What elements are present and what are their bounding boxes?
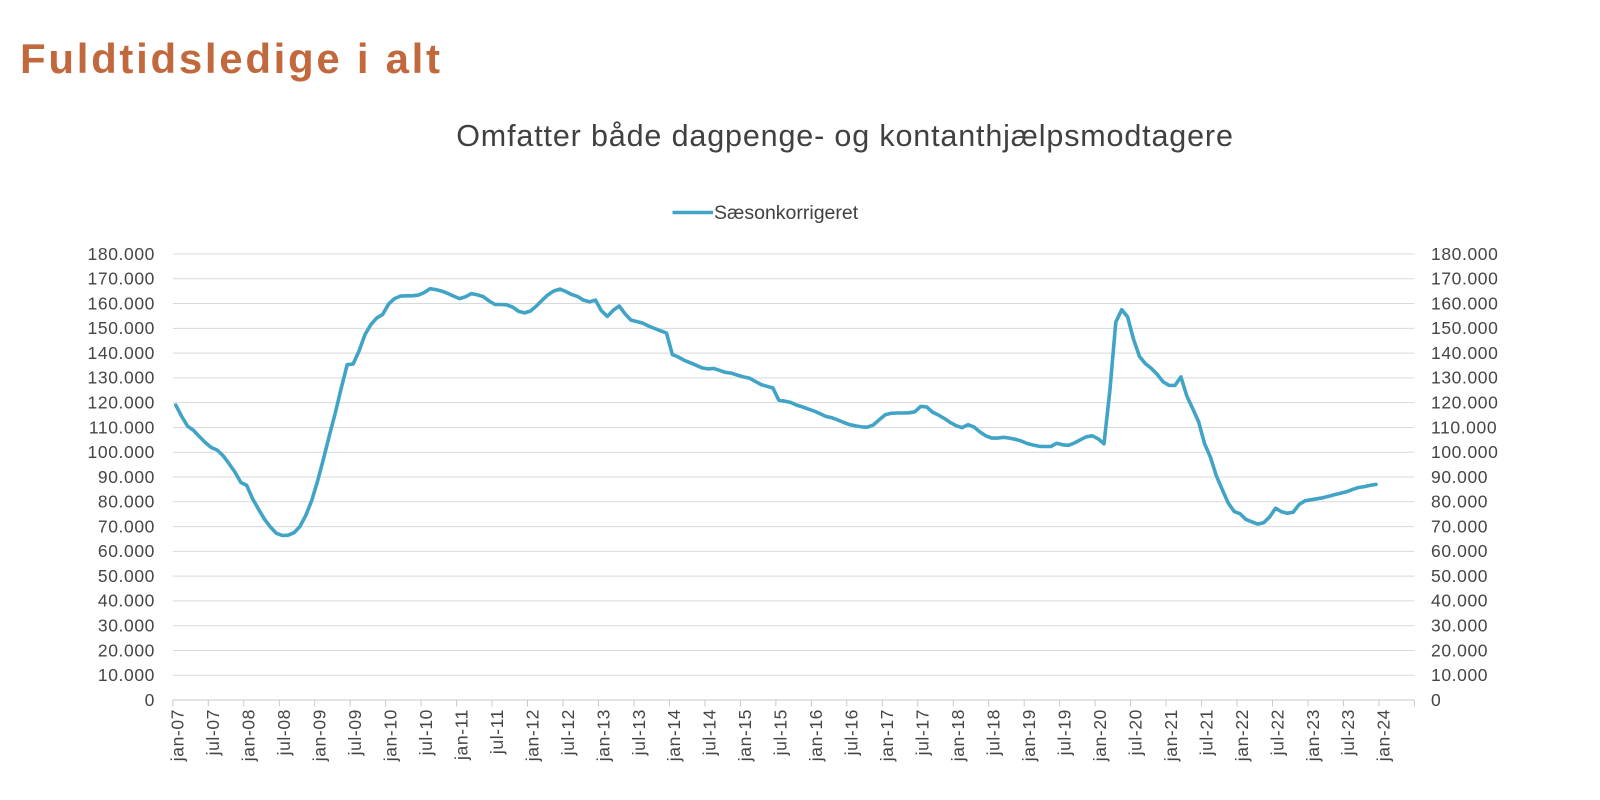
- svg-text:40.000: 40.000: [98, 591, 155, 611]
- svg-text:jul-13: jul-13: [629, 709, 649, 756]
- svg-text:140.000: 140.000: [1431, 343, 1498, 363]
- svg-text:Sæsonkorrigeret: Sæsonkorrigeret: [714, 202, 859, 224]
- svg-text:90.000: 90.000: [98, 467, 155, 487]
- svg-text:jan-13: jan-13: [593, 709, 613, 762]
- svg-text:Omfatter både dagpenge- og kon: Omfatter både dagpenge- og kontanthjælps…: [456, 119, 1234, 153]
- svg-text:jul-19: jul-19: [1054, 709, 1074, 756]
- svg-text:jan-23: jan-23: [1303, 709, 1323, 762]
- svg-text:10.000: 10.000: [1431, 665, 1488, 685]
- svg-text:jan-20: jan-20: [1090, 709, 1110, 762]
- svg-text:0: 0: [145, 690, 155, 710]
- svg-text:jul-15: jul-15: [771, 709, 791, 756]
- svg-text:70.000: 70.000: [1431, 516, 1488, 536]
- svg-text:jan-16: jan-16: [806, 709, 826, 762]
- svg-text:jul-11: jul-11: [487, 709, 507, 755]
- svg-text:jan-17: jan-17: [877, 709, 897, 762]
- svg-text:jul-10: jul-10: [416, 709, 436, 756]
- svg-text:jan-09: jan-09: [310, 709, 330, 762]
- svg-text:180.000: 180.000: [1431, 244, 1498, 264]
- svg-text:60.000: 60.000: [98, 541, 155, 561]
- svg-text:50.000: 50.000: [98, 566, 155, 586]
- svg-text:jan-18: jan-18: [948, 709, 968, 762]
- svg-text:50.000: 50.000: [1431, 566, 1488, 586]
- svg-text:40.000: 40.000: [1431, 591, 1488, 611]
- svg-text:jul-17: jul-17: [913, 709, 933, 756]
- svg-text:jan-07: jan-07: [168, 709, 188, 762]
- svg-text:30.000: 30.000: [98, 616, 155, 636]
- svg-text:jul-09: jul-09: [345, 709, 365, 756]
- svg-text:130.000: 130.000: [1431, 368, 1498, 388]
- svg-text:150.000: 150.000: [1431, 318, 1498, 338]
- svg-text:60.000: 60.000: [1431, 541, 1488, 561]
- svg-text:jul-23: jul-23: [1338, 709, 1358, 756]
- svg-text:170.000: 170.000: [1431, 269, 1498, 289]
- svg-text:jul-14: jul-14: [700, 709, 720, 756]
- svg-text:100.000: 100.000: [88, 442, 155, 462]
- svg-text:80.000: 80.000: [98, 492, 155, 512]
- svg-text:180.000: 180.000: [88, 244, 155, 264]
- svg-text:jan-11: jan-11: [451, 709, 471, 761]
- svg-text:160.000: 160.000: [1431, 293, 1498, 313]
- svg-text:160.000: 160.000: [88, 293, 155, 313]
- svg-text:90.000: 90.000: [1431, 467, 1488, 487]
- svg-text:jan-12: jan-12: [522, 709, 542, 762]
- svg-text:jul-20: jul-20: [1125, 709, 1145, 756]
- svg-text:jan-10: jan-10: [380, 709, 400, 762]
- svg-text:170.000: 170.000: [88, 269, 155, 289]
- svg-text:jul-21: jul-21: [1196, 709, 1216, 756]
- svg-text:jan-14: jan-14: [664, 709, 684, 762]
- svg-text:jul-22: jul-22: [1267, 709, 1287, 756]
- svg-text:jul-12: jul-12: [558, 709, 578, 756]
- svg-text:140.000: 140.000: [88, 343, 155, 363]
- svg-text:Fuldtidsledige i alt: Fuldtidsledige i alt: [20, 35, 443, 82]
- svg-text:110.000: 110.000: [89, 417, 155, 437]
- svg-text:80.000: 80.000: [1431, 492, 1488, 512]
- svg-text:jan-21: jan-21: [1161, 709, 1181, 762]
- svg-text:130.000: 130.000: [88, 368, 155, 388]
- svg-text:10.000: 10.000: [98, 665, 155, 685]
- svg-text:70.000: 70.000: [98, 516, 155, 536]
- svg-text:30.000: 30.000: [1431, 616, 1488, 636]
- svg-text:110.000: 110.000: [1431, 417, 1497, 437]
- svg-text:jan-15: jan-15: [735, 709, 755, 762]
- svg-text:jul-18: jul-18: [984, 709, 1004, 756]
- svg-text:20.000: 20.000: [98, 640, 155, 660]
- svg-text:120.000: 120.000: [88, 392, 155, 412]
- svg-text:jan-22: jan-22: [1232, 709, 1252, 762]
- svg-text:jan-24: jan-24: [1374, 709, 1394, 762]
- svg-text:jul-08: jul-08: [274, 709, 294, 756]
- svg-text:20.000: 20.000: [1431, 640, 1488, 660]
- svg-text:jan-08: jan-08: [239, 709, 259, 762]
- svg-text:jan-19: jan-19: [1019, 709, 1039, 762]
- svg-text:0: 0: [1431, 690, 1441, 710]
- svg-text:jul-07: jul-07: [203, 709, 223, 756]
- svg-text:120.000: 120.000: [1431, 392, 1498, 412]
- svg-text:jul-16: jul-16: [842, 709, 862, 756]
- svg-text:150.000: 150.000: [88, 318, 155, 338]
- svg-text:100.000: 100.000: [1431, 442, 1498, 462]
